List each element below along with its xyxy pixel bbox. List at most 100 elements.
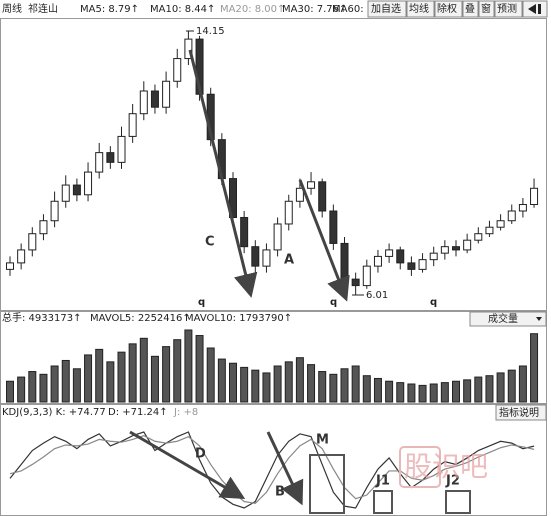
- candle-body: [518, 204, 527, 212]
- candle-body: [385, 249, 394, 257]
- volume-bar: [273, 365, 282, 403]
- candle-body: [295, 187, 304, 202]
- header: 周线 祁连山 MA5: 8.79↑ MA10: 8.44↑ MA20: 8.00…: [2, 2, 376, 15]
- volume-bar: [139, 337, 148, 403]
- volume-bar: [295, 357, 304, 403]
- watermark-box: [399, 446, 441, 488]
- button-label[interactable]: 指标说明: [499, 406, 539, 419]
- volume-bar: [407, 383, 416, 403]
- candle-body: [284, 200, 293, 225]
- volume-bar: [307, 364, 316, 403]
- box: [309, 454, 345, 514]
- volume-title: 总手: 4933173↑: [2, 311, 81, 324]
- volume-bar: [128, 343, 137, 403]
- candle-body: [329, 210, 338, 244]
- button-icon[interactable]: [528, 4, 541, 14]
- ma: MA10: 8.44↑: [150, 4, 215, 15]
- candle-body: [262, 249, 271, 267]
- ma: MA30: 7.76↑: [282, 4, 347, 15]
- volume-bar: [329, 373, 338, 403]
- candle-body: [496, 220, 505, 228]
- arrow: [298, 179, 350, 302]
- candle-body: [184, 38, 193, 60]
- button[interactable]: [478, 0, 495, 18]
- volume-bar: [362, 375, 371, 403]
- annotation: 6.01: [366, 290, 388, 301]
- volume-title: MAVOL10: 1793790↑: [185, 313, 292, 324]
- price-annotations: 14.15 6.01 C A q q q: [186, 26, 437, 308]
- dropdown-label[interactable]: 成交量: [488, 312, 518, 325]
- candle-body: [39, 220, 48, 235]
- volume-bar: [396, 382, 405, 403]
- ma: MA20: 8.00↑: [220, 4, 285, 15]
- button-label[interactable]: 叠: [465, 3, 475, 15]
- button[interactable]: [406, 0, 435, 18]
- annotation: C: [205, 235, 215, 250]
- dropdown-icon[interactable]: [536, 317, 542, 321]
- volume-bar: [17, 376, 26, 403]
- candle-body: [50, 200, 59, 222]
- volume-bar: [206, 347, 215, 403]
- kdj-title: J: +8: [173, 407, 198, 418]
- button[interactable]: [495, 404, 547, 421]
- volume-bar: [318, 371, 327, 403]
- ma: MA5: 8.79↑: [80, 4, 139, 15]
- volume-bar: [518, 365, 527, 403]
- button-label[interactable]: 窗: [481, 2, 491, 15]
- volume-bar: [507, 369, 516, 403]
- button-label[interactable]: 除权: [437, 2, 457, 15]
- candle-body: [507, 210, 516, 222]
- candle-body: [429, 252, 438, 261]
- watermark: 股识吧: [404, 450, 488, 483]
- stock-name: 祁连山: [28, 2, 58, 15]
- candle-body: [128, 113, 137, 137]
- toolbar: 加自选 均线 除权 叠 窗 预测: [367, 0, 548, 18]
- volume-panel: [0, 311, 547, 404]
- volume-bar: [463, 379, 472, 403]
- candle-body: [150, 90, 159, 108]
- volume-bar: [440, 382, 449, 403]
- button-label[interactable]: 加自选: [371, 2, 401, 15]
- kdj-line: [9, 435, 535, 505]
- volume-title: MAVOL5: 2252416↑: [90, 313, 191, 324]
- price-panel: [0, 18, 547, 311]
- volume-bar: [84, 354, 93, 403]
- kdj-line: [9, 431, 535, 509]
- volume-bar: [28, 371, 37, 403]
- button[interactable]: [434, 0, 463, 18]
- dropdown[interactable]: [469, 311, 547, 327]
- volume-bar: [195, 335, 204, 403]
- button[interactable]: [367, 0, 407, 18]
- volume-bar: [173, 339, 182, 403]
- volume-bar: [251, 369, 260, 403]
- kdj-title: D: +71.24↑: [108, 407, 168, 418]
- candle-body: [373, 255, 382, 267]
- candle-body: [307, 181, 316, 189]
- candle-body: [418, 259, 427, 270]
- button[interactable]: [494, 0, 523, 18]
- arrow: [188, 49, 258, 298]
- button-label[interactable]: 均线: [409, 2, 429, 15]
- arrow: [129, 430, 246, 500]
- volume-bar: [95, 348, 104, 403]
- candle-body: [61, 184, 70, 202]
- candle-body: [173, 58, 182, 82]
- candle-body: [240, 216, 249, 248]
- button-label[interactable]: 预测: [497, 2, 517, 15]
- box: [373, 490, 393, 514]
- volume-bar: [150, 355, 159, 403]
- candle-body: [17, 249, 26, 264]
- arrow: [266, 431, 304, 506]
- button[interactable]: [462, 0, 479, 18]
- volume-bar: [39, 373, 48, 403]
- candle-body: [396, 249, 405, 264]
- candle-body: [530, 187, 539, 206]
- volume-bar: [229, 362, 237, 403]
- candle-body: [440, 246, 449, 254]
- volume-bar: [262, 372, 271, 403]
- candle-body: [117, 135, 126, 163]
- candle-body: [340, 242, 349, 280]
